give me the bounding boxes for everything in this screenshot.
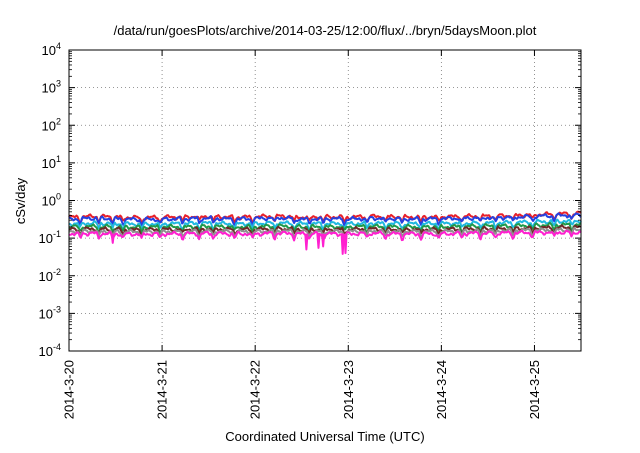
y-tick-label: 101 xyxy=(42,154,61,171)
y-tick-label: 103 xyxy=(42,79,61,96)
y-tick-label: 100 xyxy=(42,192,61,209)
y-tick-label: 10-2 xyxy=(39,267,61,284)
chart-title: /data/run/goesPlots/archive/2014-03-25/1… xyxy=(114,23,537,38)
x-axis-label: Coordinated Universal Time (UTC) xyxy=(225,429,424,444)
x-tick-label: 2014-3-21 xyxy=(155,360,170,419)
y-tick-label: 10-3 xyxy=(39,304,61,321)
magenta-spike xyxy=(110,233,115,244)
magenta-spike xyxy=(343,233,348,255)
x-tick-label: 2014-3-22 xyxy=(248,360,263,419)
series-line xyxy=(68,218,582,232)
x-tick-label: 2014-3-24 xyxy=(434,360,449,419)
grid-layer xyxy=(69,50,581,351)
series-line xyxy=(68,212,582,227)
series-line xyxy=(69,229,582,242)
y-axis-label: cSv/day xyxy=(13,177,28,224)
y-tick-label: 104 xyxy=(42,41,61,58)
magenta-spike xyxy=(316,233,321,249)
magenta-spike xyxy=(304,233,309,251)
y-tick-label: 10-1 xyxy=(39,229,61,246)
y-tick-label: 10-4 xyxy=(39,342,61,359)
x-tick-label: 2014-3-23 xyxy=(341,360,356,419)
magenta-spike xyxy=(340,233,345,255)
tick-layer: 10-4 10-3 10-2 10-1 100 101 102 103 104 2014-3-20… xyxy=(39,41,581,419)
series-layer xyxy=(68,210,582,255)
y-tick-label: 102 xyxy=(42,116,61,133)
x-tick-label: 2014-3-20 xyxy=(62,360,77,419)
x-tick-label: 2014-3-25 xyxy=(527,360,542,419)
magenta-spike xyxy=(321,233,326,248)
